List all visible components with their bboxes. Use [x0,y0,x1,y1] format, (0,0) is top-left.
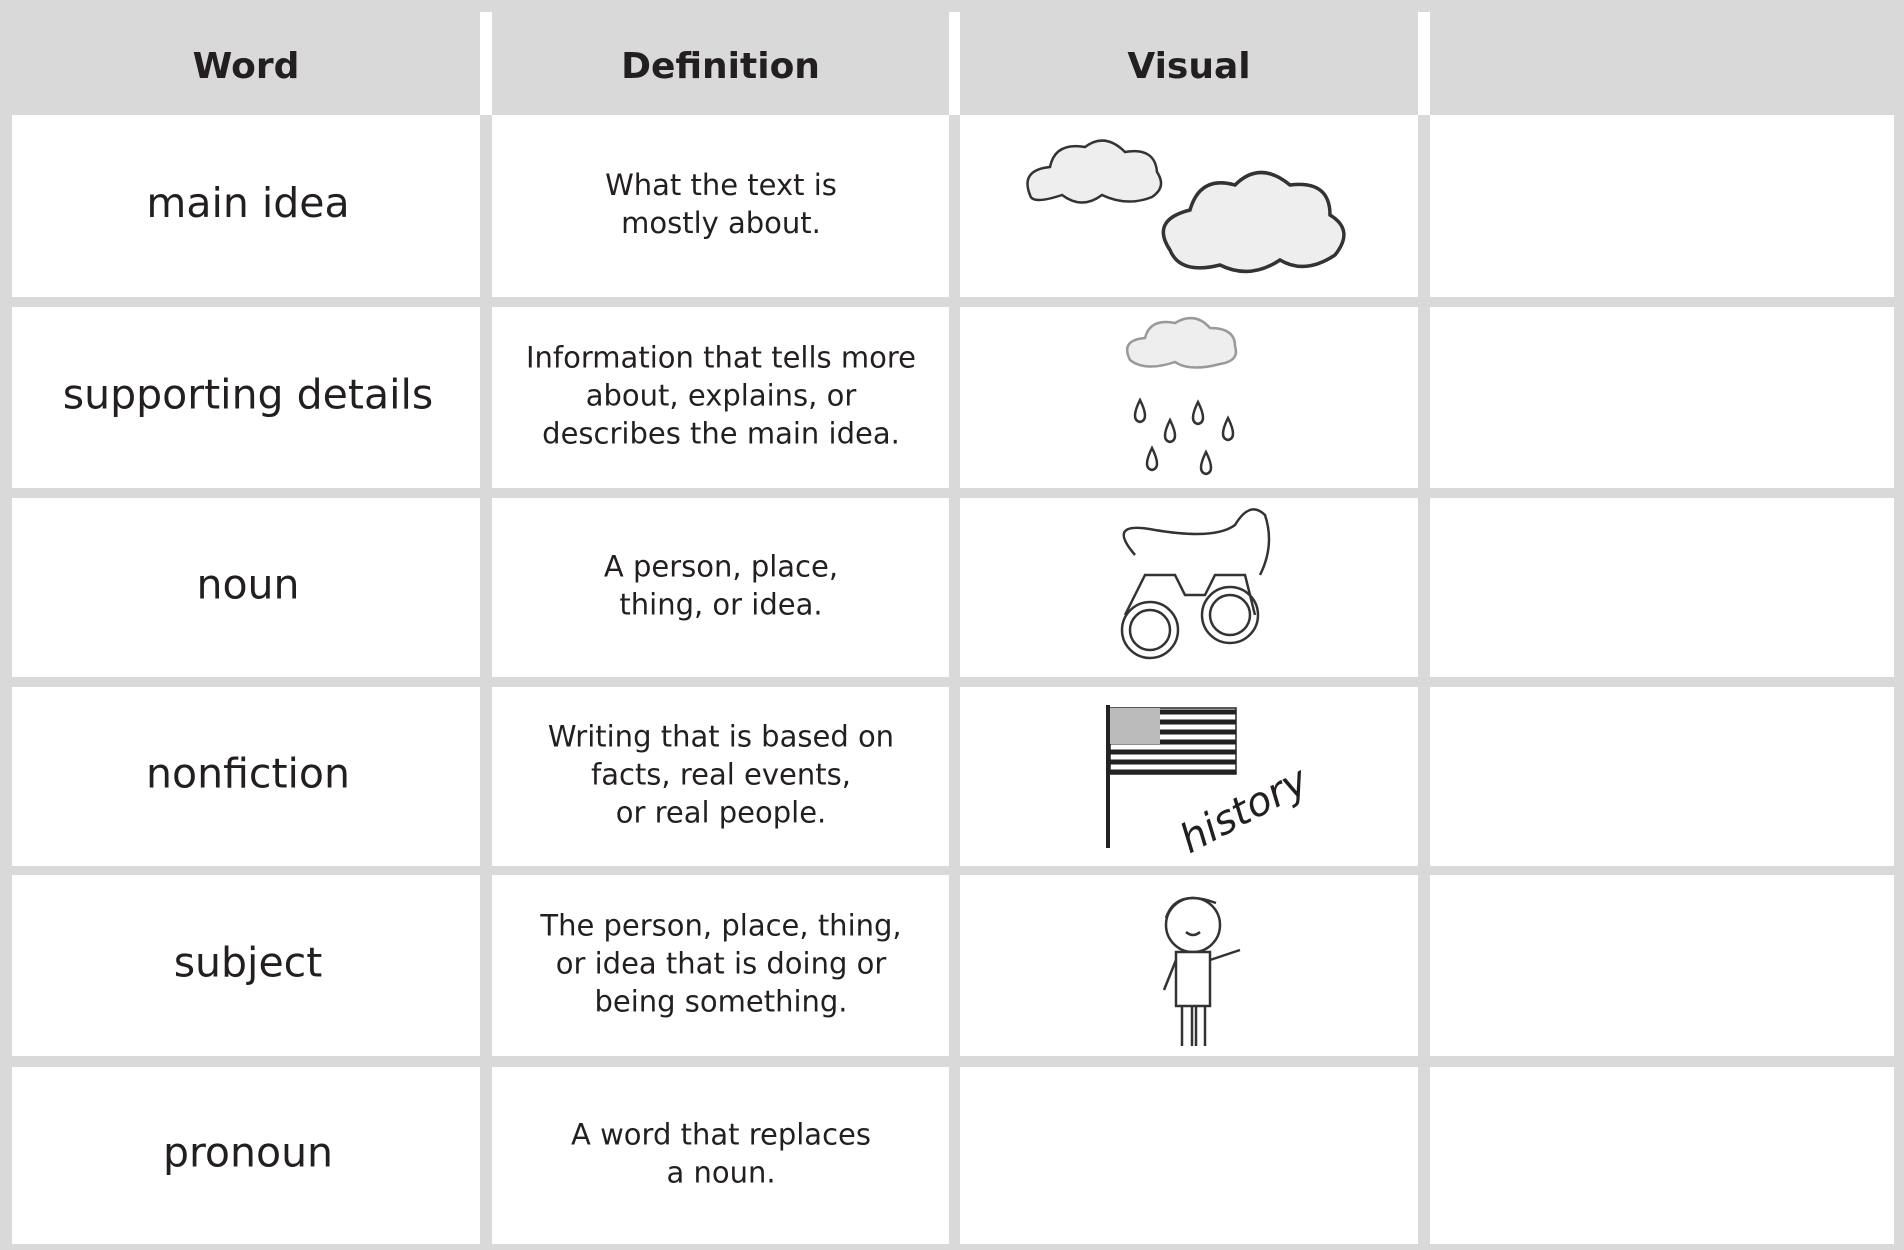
table-cell [492,498,949,677]
definition-line: Writing that is based on [548,720,894,754]
definition-line: The person, place, thing, [539,909,901,943]
word: main idea [146,179,349,227]
table-cell [960,498,1418,677]
word: pronoun [163,1129,333,1177]
word: supporting details [63,371,433,419]
table-cell [12,875,480,1056]
binoculars-illustration [1120,508,1271,660]
table-cell [960,1067,1418,1244]
table-cell [12,115,480,297]
definition-line: A word that replaces [571,1118,871,1152]
table-cell [1430,687,1894,866]
table-cell [492,687,949,866]
header-label: Visual [1127,46,1250,87]
header-separator [480,12,492,115]
definition-line: about, explains, or [586,379,857,413]
table-cell [1430,115,1894,297]
table-cell [1430,307,1894,488]
header-label: Definition [621,46,820,87]
definition-line: Information that tells more [526,341,916,375]
table-cell [12,498,480,677]
table-cell [492,307,949,488]
table-cell [492,875,949,1056]
definition-line: or idea that is doing or [556,947,887,981]
definition-line: thing, or idea. [619,588,822,622]
clouds-illustration [1026,139,1346,274]
word: subject [174,939,323,987]
header-separator [1418,12,1430,115]
table-cell [12,1067,480,1244]
word: nonfiction [146,750,350,798]
table-cell [492,1067,949,1244]
definition-line: What the text is [605,168,837,202]
definition-line: mostly about. [621,206,821,240]
table-cell [960,115,1418,297]
table-cell [1430,875,1894,1056]
definition-line: being something. [594,985,847,1019]
table-cell [492,115,949,297]
table-cell [12,307,480,488]
boy-illustration [1162,896,1241,1046]
definition-line: or real people. [616,796,827,830]
word: noun [196,561,299,609]
flag-illustration [1106,705,1237,848]
table-cell [1430,498,1894,677]
definition-line: a noun. [666,1156,775,1190]
header-separator [949,12,960,115]
definition-line: facts, real events, [591,758,851,792]
table-cell [1430,1067,1894,1244]
rain-illustration [1125,316,1238,476]
cells [12,115,1894,1244]
header-label: Word [193,46,300,87]
definition-line: describes the main idea. [542,417,900,451]
table-cell [12,687,480,866]
definition-line: A person, place, [604,550,838,584]
